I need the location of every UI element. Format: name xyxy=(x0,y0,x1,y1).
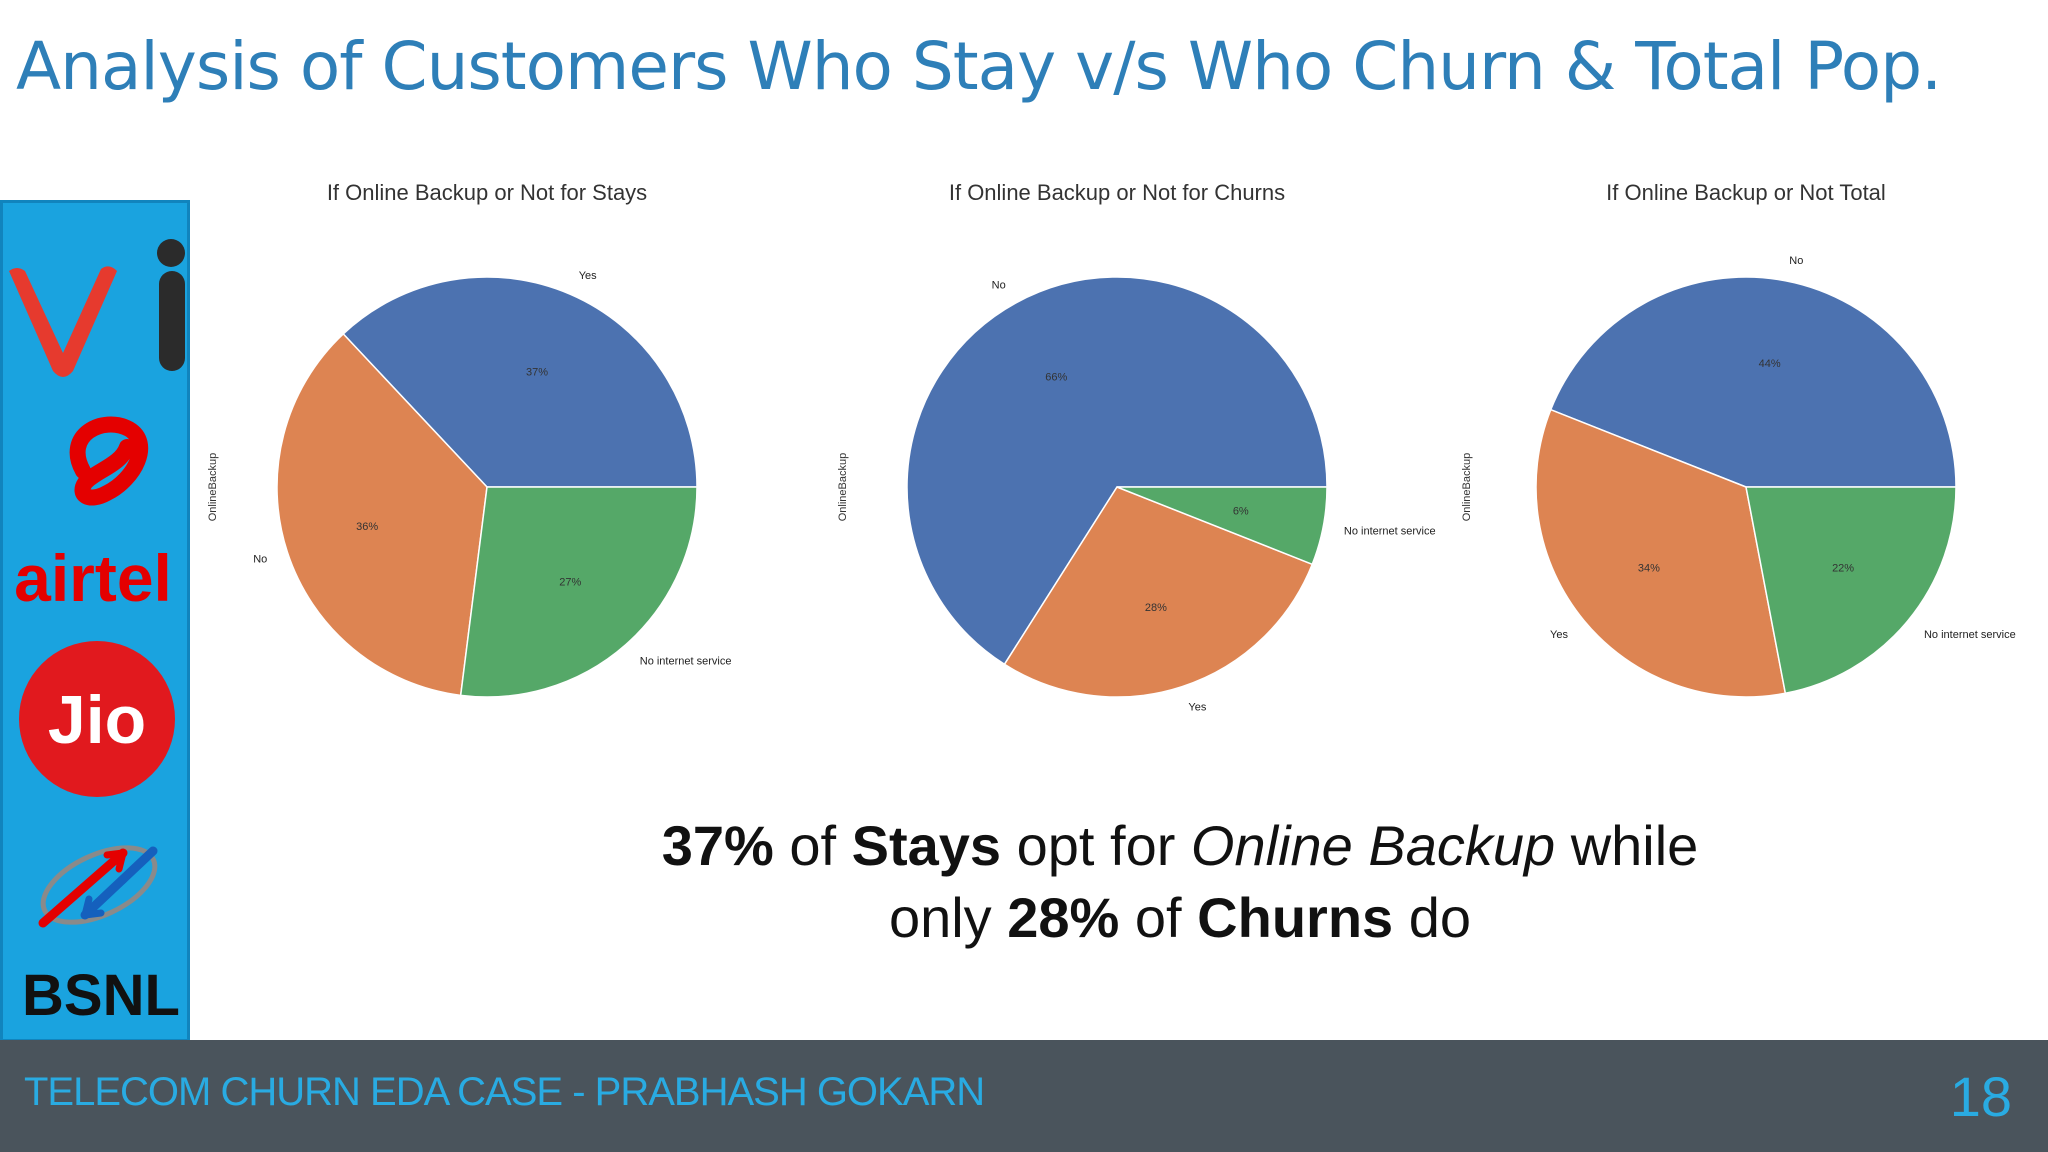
pie-pct-label: 44% xyxy=(1759,358,1781,370)
pie-slice-no-internet-service xyxy=(459,486,698,698)
slide-title: Analysis of Customers Who Stay v/s Who C… xyxy=(16,28,1942,105)
airtel-wordmark: airtel xyxy=(14,541,172,615)
pie-title: If Online Backup or Not Total xyxy=(1606,180,1886,205)
pie-title: If Online Backup or Not for Churns xyxy=(949,180,1285,205)
bsnl-logo: BSNL xyxy=(22,845,180,1028)
airtel-logo: airtel xyxy=(14,416,172,615)
pie-pct-label: 27% xyxy=(559,577,581,589)
pie-slice-yes xyxy=(1535,408,1787,698)
footer-text: TELECOM CHURN EDA CASE - PRABHASH GOKARN xyxy=(24,1070,985,1114)
pie-pct-label: 22% xyxy=(1832,562,1854,574)
pie-title: If Online Backup or Not for Stays xyxy=(327,180,647,205)
pie-category-label: No internet service xyxy=(1344,525,1436,537)
vi-logo xyxy=(9,239,185,377)
pie-ylabel: OnlineBackup xyxy=(837,453,849,522)
footer-bar: TELECOM CHURN EDA CASE - PRABHASH GOKARN… xyxy=(0,1040,2048,1152)
pie-category-label: Yes xyxy=(1550,629,1568,641)
pie-slice-no-internet-service xyxy=(1116,486,1328,566)
pie-category-label: No xyxy=(1789,255,1803,267)
pie-category-label: No xyxy=(253,553,267,565)
page-number: 18 xyxy=(1949,1065,2012,1128)
pie-slice-yes xyxy=(1003,486,1314,698)
telecom-logo-strip: airtel Jio BSNL xyxy=(0,200,190,1042)
takeaway-line-2: only 28% of Churns do xyxy=(888,886,1472,949)
pie-category-label: No internet service xyxy=(640,655,732,667)
pie-pct-label: 37% xyxy=(526,366,548,378)
pie-chart-stays: If Online Backup or Not for Stays OnlineB… xyxy=(207,180,732,698)
churns-word: Churns xyxy=(1197,886,1394,949)
stays-percent: 37% xyxy=(661,814,774,877)
pie-slice-no xyxy=(276,332,488,697)
pie-pct-label: 36% xyxy=(356,521,378,533)
churns-percent: 28% xyxy=(1007,886,1120,949)
pie-slice-yes xyxy=(342,276,698,488)
jio-logo: Jio xyxy=(19,641,175,797)
pie-pct-label: 34% xyxy=(1638,562,1660,574)
pie-pct-label: 6% xyxy=(1233,506,1249,518)
pie-ylabel: OnlineBackup xyxy=(1461,453,1473,522)
pie-pct-label: 66% xyxy=(1045,372,1067,384)
pie-slice-no-internet-service xyxy=(1745,486,1957,695)
stays-word: Stays xyxy=(851,814,1002,877)
pie-slice-no xyxy=(906,276,1328,666)
pie-pct-label: 28% xyxy=(1145,602,1167,614)
takeaway-line-1: 37% of Stays opt for Online Backup while xyxy=(661,814,1699,877)
pie-ylabel: OnlineBackup xyxy=(207,453,219,522)
jio-wordmark: Jio xyxy=(48,682,146,758)
pie-slice-no xyxy=(1549,276,1957,488)
takeaway-text: 37% of Stays opt for Online Backup while… xyxy=(560,810,1800,954)
pie-category-label: No internet service xyxy=(1924,629,2016,641)
pie-category-label: No xyxy=(992,280,1006,292)
pie-category-label: Yes xyxy=(579,270,597,282)
pie-category-label: Yes xyxy=(1188,702,1206,714)
pie-chart-churns: If Online Backup or Not for Churns Online… xyxy=(837,180,1436,714)
online-backup-term: Online Backup xyxy=(1190,814,1556,877)
bsnl-wordmark: BSNL xyxy=(22,963,180,1028)
pie-chart-total: If Online Backup or Not Total OnlineBacku… xyxy=(1461,180,2016,698)
